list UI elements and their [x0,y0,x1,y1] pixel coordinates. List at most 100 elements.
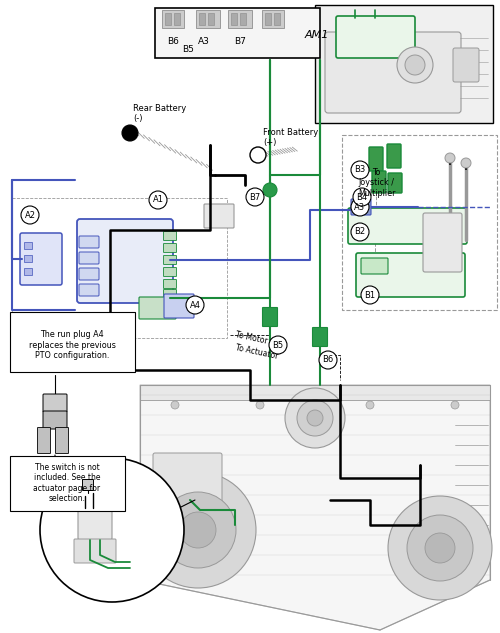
Circle shape [256,401,264,409]
Bar [162,10,184,28]
Text: To Motor: To Motor [235,330,269,346]
Circle shape [366,401,374,409]
Circle shape [351,198,369,216]
FancyBboxPatch shape [164,294,194,318]
FancyBboxPatch shape [153,453,222,507]
Text: A1: A1 [152,196,164,204]
Circle shape [180,512,216,548]
Circle shape [351,223,369,241]
Circle shape [269,336,287,354]
FancyBboxPatch shape [164,268,176,277]
FancyBboxPatch shape [423,213,462,272]
FancyBboxPatch shape [369,147,383,171]
Text: B3: B3 [354,165,366,175]
Text: Front Battery
(+): Front Battery (+) [263,128,318,147]
FancyBboxPatch shape [82,480,94,491]
FancyBboxPatch shape [139,297,176,319]
Bar [342,135,497,310]
FancyBboxPatch shape [74,539,116,563]
Text: B4: B4 [356,192,368,201]
FancyBboxPatch shape [387,144,401,168]
Text: B6: B6 [167,37,179,46]
Circle shape [351,161,369,179]
Circle shape [149,191,167,209]
Circle shape [297,400,333,436]
Text: A3: A3 [354,203,366,211]
FancyBboxPatch shape [79,268,99,280]
Text: To
Joystick /
Multiplier: To Joystick / Multiplier [358,168,396,197]
Circle shape [171,401,179,409]
Circle shape [407,515,473,581]
Text: Rear Battery
(-): Rear Battery (-) [133,104,186,123]
Circle shape [246,188,264,206]
Circle shape [263,183,277,197]
Text: A2: A2 [24,211,36,220]
Bar [12,198,227,338]
FancyBboxPatch shape [79,284,99,296]
FancyBboxPatch shape [56,427,68,453]
FancyBboxPatch shape [43,411,67,429]
FancyBboxPatch shape [38,427,51,453]
Circle shape [140,472,256,588]
Text: The switch is not
included. See the
actuator page for
selection.: The switch is not included. See the actu… [34,463,100,503]
Bar [10,312,135,372]
FancyBboxPatch shape [78,508,112,540]
FancyBboxPatch shape [43,394,67,412]
Polygon shape [140,385,490,400]
Bar [315,5,493,123]
Circle shape [388,496,492,600]
Bar [165,13,171,25]
Circle shape [361,286,379,304]
FancyBboxPatch shape [312,327,328,346]
Circle shape [397,47,433,83]
FancyBboxPatch shape [361,258,388,274]
Text: AM1: AM1 [305,30,330,40]
FancyBboxPatch shape [262,308,278,327]
Bar [208,13,214,25]
FancyBboxPatch shape [164,256,176,265]
Text: B2: B2 [354,227,366,237]
Bar [228,10,252,28]
Circle shape [461,158,471,168]
Circle shape [122,125,138,141]
Bar [24,268,32,275]
FancyBboxPatch shape [164,244,176,253]
Circle shape [40,458,184,602]
Bar [10,456,125,511]
Text: B5: B5 [182,46,194,54]
Bar [262,10,284,28]
Bar [231,13,237,25]
FancyBboxPatch shape [164,280,176,289]
Bar [265,13,271,25]
Circle shape [405,55,425,75]
Bar [155,8,320,58]
FancyBboxPatch shape [388,173,402,193]
FancyBboxPatch shape [20,233,62,285]
Bar [196,10,220,28]
FancyBboxPatch shape [204,204,234,228]
Text: B1: B1 [364,291,376,299]
Text: A4: A4 [190,301,200,310]
FancyBboxPatch shape [351,199,371,215]
Circle shape [250,147,266,163]
Text: B7: B7 [234,37,246,46]
Text: B7: B7 [250,192,260,201]
Circle shape [307,410,323,426]
Text: To Actuator: To Actuator [235,343,280,361]
Circle shape [353,188,371,206]
FancyBboxPatch shape [79,236,99,248]
FancyBboxPatch shape [79,252,99,264]
Circle shape [160,492,236,568]
Circle shape [425,533,455,563]
Bar [274,13,280,25]
Bar [240,13,246,25]
Circle shape [186,296,204,314]
Text: The run plug A4
replaces the previous
PTO configuration.: The run plug A4 replaces the previous PT… [28,330,116,360]
FancyBboxPatch shape [372,171,386,193]
Circle shape [285,388,345,448]
FancyBboxPatch shape [348,208,467,244]
FancyBboxPatch shape [77,219,173,303]
Bar [199,13,205,25]
Bar [174,13,180,25]
Bar [24,255,32,262]
